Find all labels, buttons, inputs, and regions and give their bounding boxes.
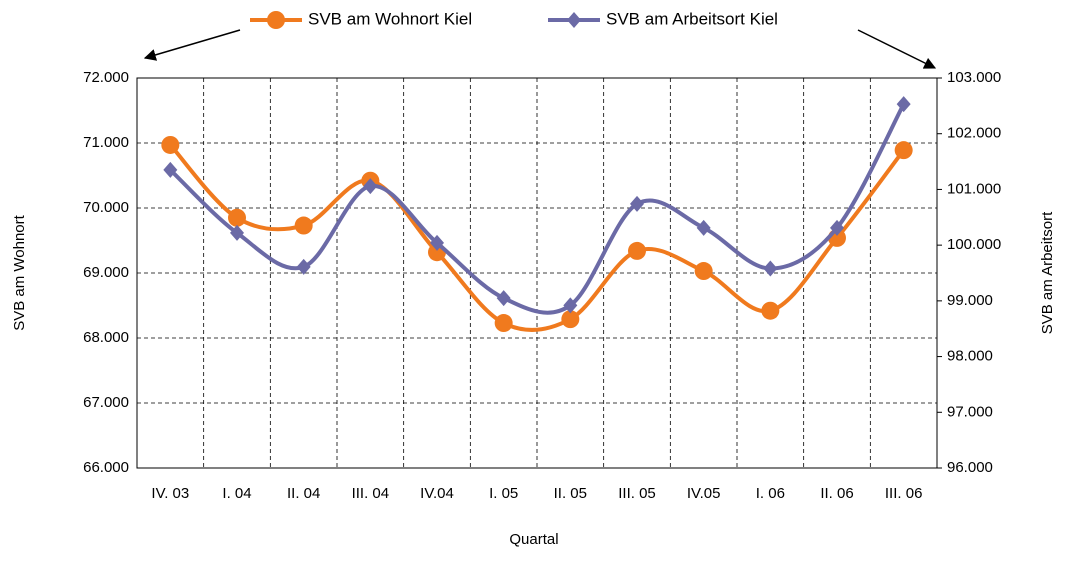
x-tick-label: III. 05 bbox=[618, 485, 656, 502]
y2-tick-label: 99.000 bbox=[947, 292, 993, 309]
x-tick-label: I. 05 bbox=[489, 485, 518, 502]
y-tick-label: 72.000 bbox=[83, 69, 129, 86]
data-point bbox=[228, 208, 246, 227]
legend-marker bbox=[267, 11, 285, 29]
y2-tick-label: 103.000 bbox=[947, 69, 1001, 86]
legend-arrow-left bbox=[143, 29, 241, 61]
data-point bbox=[830, 219, 844, 236]
plot-frame bbox=[136, 77, 938, 469]
x-tick-label: III. 04 bbox=[352, 485, 390, 502]
y-tick-label: 69.000 bbox=[83, 264, 129, 281]
y-tick-label: 71.000 bbox=[83, 134, 129, 151]
y-axis-label: SVB am Wohnort bbox=[11, 214, 28, 330]
legend-marker bbox=[567, 12, 581, 28]
y-tick-label: 66.000 bbox=[83, 459, 129, 476]
y2-tick-label: 100.000 bbox=[947, 236, 1001, 253]
y2-tick-label: 102.000 bbox=[947, 125, 1001, 142]
y2-tick-label: 101.000 bbox=[947, 180, 1001, 197]
x-axis-label: Quartal bbox=[509, 531, 558, 548]
y-tick-label: 68.000 bbox=[83, 329, 129, 346]
data-point bbox=[694, 262, 713, 281]
data-point bbox=[563, 297, 578, 314]
data-point bbox=[628, 241, 646, 260]
x-tick-label: I. 04 bbox=[222, 485, 251, 502]
data-point bbox=[763, 260, 778, 277]
x-tick-label: II. 04 bbox=[287, 485, 320, 502]
data-point bbox=[430, 234, 444, 251]
data-point bbox=[230, 224, 244, 241]
data-point bbox=[494, 314, 513, 333]
data-point bbox=[296, 258, 311, 275]
legend-label: SVB am Wohnort Kiel bbox=[308, 9, 472, 28]
legend-label: SVB am Arbeitsort Kiel bbox=[606, 9, 778, 28]
y2-tick-label: 97.000 bbox=[947, 403, 993, 420]
data-point bbox=[363, 178, 378, 195]
y-tick-label: 70.000 bbox=[83, 199, 129, 216]
data-point bbox=[630, 195, 644, 212]
x-tick-label: I. 06 bbox=[756, 485, 785, 502]
x-tick-label: II. 05 bbox=[554, 485, 587, 502]
data-point bbox=[294, 216, 313, 235]
x-tick-label: III. 06 bbox=[885, 485, 923, 502]
data-point bbox=[761, 301, 780, 320]
data-point bbox=[496, 290, 511, 307]
x-tick-label: IV. 03 bbox=[151, 485, 189, 502]
y2-axis-label: SVB am Arbeitsort bbox=[1039, 211, 1056, 334]
x-tick-label: IV.04 bbox=[420, 485, 454, 502]
legend-arrow-right bbox=[857, 29, 937, 69]
data-point bbox=[696, 219, 711, 236]
data-point bbox=[163, 161, 178, 178]
data-point bbox=[161, 135, 180, 154]
y2-tick-label: 96.000 bbox=[947, 459, 993, 476]
x-tick-label: II. 06 bbox=[820, 485, 853, 502]
y-tick-label: 67.000 bbox=[83, 394, 129, 411]
data-point bbox=[894, 141, 913, 160]
data-point bbox=[561, 310, 580, 329]
y2-tick-label: 98.000 bbox=[947, 348, 993, 365]
x-tick-label: IV.05 bbox=[687, 485, 721, 502]
data-point bbox=[896, 96, 911, 113]
